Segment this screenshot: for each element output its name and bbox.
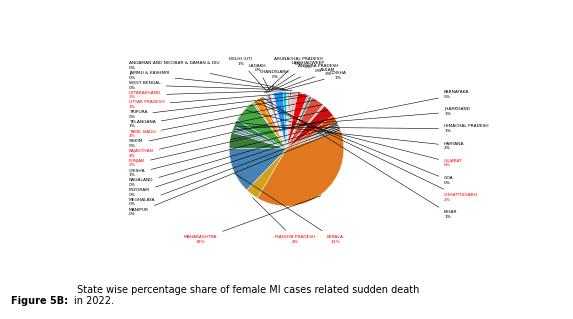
Wedge shape [286, 121, 338, 149]
Text: ANDHRA PRADESH
0%: ANDHRA PRADESH 0% [268, 64, 338, 93]
Text: KERALA
13%: KERALA 13% [234, 173, 344, 244]
Wedge shape [229, 148, 286, 190]
Wedge shape [254, 98, 286, 149]
Text: JAMMU & KASHMIR
0%: JAMMU & KASHMIR 0% [129, 71, 286, 90]
Wedge shape [260, 97, 286, 149]
Text: ASSAM
3%: ASSAM 3% [281, 68, 336, 89]
Text: ARUNACHAL PRADESH
0%: ARUNACHAL PRADESH 0% [265, 57, 323, 93]
Wedge shape [233, 126, 286, 149]
Wedge shape [286, 95, 309, 149]
Wedge shape [262, 96, 286, 149]
Text: JHARKHAND
1%: JHARKHAND 1% [233, 107, 470, 130]
Text: SIKKIM
0%: SIKKIM 0% [129, 105, 322, 148]
Text: GOA
0%: GOA 0% [254, 102, 454, 185]
Text: ANDAMAN AND NICOBAR & DAMAN & DIU
0%: ANDAMAN AND NICOBAR & DAMAN & DIU 0% [129, 62, 285, 89]
Text: Figure 5B:: Figure 5B: [11, 296, 69, 306]
Text: MEGHALAYA
0%: MEGHALAYA 0% [129, 129, 339, 206]
Text: CHHATTISGARH
2%: CHHATTISGARH 2% [258, 100, 478, 202]
Text: TELANGANA
1%: TELANGANA 1% [129, 96, 309, 129]
Wedge shape [286, 127, 340, 149]
Wedge shape [286, 106, 333, 149]
Wedge shape [272, 93, 286, 149]
Wedge shape [267, 94, 286, 149]
Wedge shape [286, 92, 292, 149]
Wedge shape [257, 130, 344, 206]
Wedge shape [286, 92, 288, 149]
Wedge shape [286, 105, 324, 149]
Wedge shape [270, 93, 286, 149]
Wedge shape [286, 116, 337, 149]
Text: CHANDIGARH
0%: CHANDIGARH 0% [260, 70, 290, 89]
Text: ORISHA
1%: ORISHA 1% [129, 123, 336, 177]
Text: MIZORAM
0%: MIZORAM 0% [129, 127, 338, 197]
Text: GUJARAT
6%: GUJARAT 6% [245, 110, 463, 167]
Wedge shape [247, 149, 286, 198]
Text: UTTAR PRADESH
3%: UTTAR PRADESH 3% [129, 93, 301, 109]
Wedge shape [237, 103, 286, 149]
Wedge shape [286, 98, 323, 149]
Text: RAJASTHAN
4%: RAJASTHAN 4% [129, 110, 328, 158]
Wedge shape [286, 129, 341, 149]
Text: LADAKH
0%: LADAKH 0% [249, 64, 269, 90]
Text: WEST BENGAL
0%: WEST BENGAL 0% [129, 81, 288, 90]
Wedge shape [234, 120, 286, 149]
Wedge shape [286, 126, 340, 149]
Wedge shape [286, 124, 339, 149]
Text: HARYANA
2%: HARYANA 2% [237, 122, 465, 150]
Wedge shape [253, 102, 286, 149]
Text: DELHI (UT)
1%: DELHI (UT) 1% [229, 57, 266, 91]
Text: MADHYA PRADESH
4%: MADHYA PRADESH 4% [253, 198, 315, 244]
Text: ODISHA
1%: ODISHA 1% [288, 71, 347, 89]
Wedge shape [229, 132, 286, 149]
Text: MANIPUR
0%: MANIPUR 0% [129, 130, 340, 216]
Wedge shape [286, 92, 298, 149]
Text: KARNATAKA
5%: KARNATAKA 5% [231, 90, 469, 139]
Wedge shape [264, 95, 286, 149]
Text: TRIPURA
0%: TRIPURA 0% [129, 94, 306, 119]
Wedge shape [286, 92, 290, 149]
Wedge shape [231, 129, 286, 149]
Wedge shape [283, 92, 286, 149]
Wedge shape [265, 95, 286, 149]
Wedge shape [273, 92, 286, 149]
Text: PUNJAB
2%: PUNJAB 2% [129, 118, 334, 167]
Text: NAGALAND
0%: NAGALAND 0% [129, 125, 337, 187]
Wedge shape [286, 96, 312, 149]
Text: BIHAR
1%: BIHAR 1% [262, 98, 458, 219]
Text: HIMACHAL PRADESH
1%: HIMACHAL PRADESH 1% [234, 124, 489, 133]
Text: MAHARASHTRA
39%: MAHARASHTRA 39% [184, 196, 321, 244]
Text: State wise percentage share of female MI cases related sudden death
in 2022.: State wise percentage share of female MI… [74, 285, 420, 306]
Text: LAKSHADWEEP
0%: LAKSHADWEEP 0% [266, 61, 324, 93]
Text: UTTARAKHAND
2%: UTTARAKHAND 2% [129, 91, 292, 99]
Wedge shape [286, 93, 308, 149]
Text: TAMIL NADU
4%: TAMIL NADU 4% [129, 100, 316, 138]
